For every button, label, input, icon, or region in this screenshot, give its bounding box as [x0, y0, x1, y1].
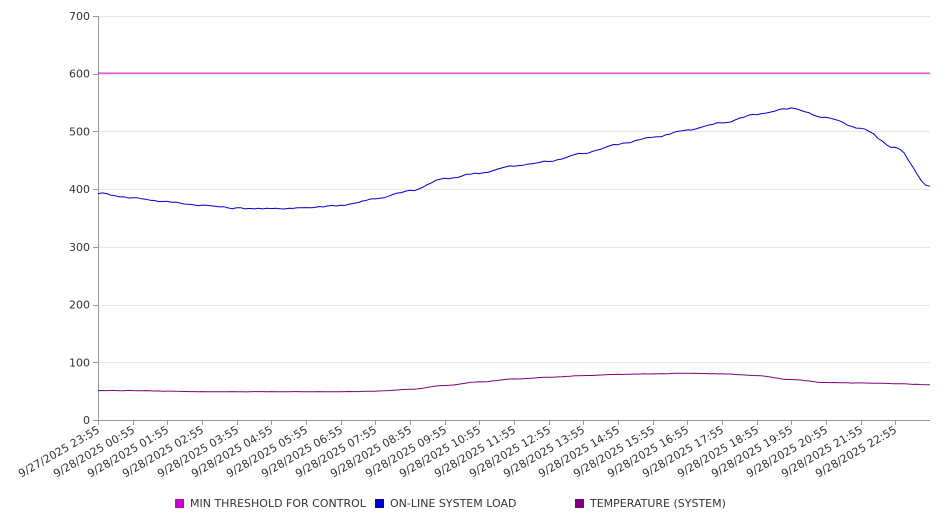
- legend-label-temperature: TEMPERATURE (SYSTEM): [590, 497, 726, 510]
- legend-item-online-system-load: ON-LINE SYSTEM LOAD: [375, 497, 516, 510]
- series-line-temperature-system: [97, 372, 930, 393]
- y-tick-label: 200: [69, 299, 90, 312]
- legend-swatch-min-threshold: [175, 499, 184, 508]
- y-tick-label: 700: [69, 10, 90, 23]
- legend-swatch-online-system-load: [375, 499, 384, 508]
- legend: MIN THRESHOLD FOR CONTROL ON-LINE SYSTEM…: [0, 497, 946, 515]
- y-tick-label: 500: [69, 125, 90, 138]
- line-chart: 0 100 200 300 400 500 600 700 9/27/2025 23:559/…: [16, 10, 931, 480]
- y-tick-label: 400: [69, 183, 90, 196]
- legend-label-online-system-load: ON-LINE SYSTEM LOAD: [390, 497, 517, 510]
- series-line-on-line-system-load: [97, 107, 931, 210]
- legend-item-min-threshold: MIN THRESHOLD FOR CONTROL: [175, 497, 366, 510]
- y-tick-label: 0: [83, 414, 90, 427]
- legend-label-min-threshold: MIN THRESHOLD FOR CONTROL: [190, 497, 366, 510]
- legend-item-temperature: TEMPERATURE (SYSTEM): [575, 497, 726, 510]
- y-axis-tick-labels: 0 100 200 300 400 500 600 700: [69, 10, 90, 427]
- y-tick-label: 600: [69, 68, 90, 81]
- legend-swatch-temperature: [575, 499, 584, 508]
- y-tick-label: 100: [69, 356, 90, 369]
- grid-lines: [98, 16, 930, 363]
- y-tick-label: 300: [69, 241, 90, 254]
- axes: [93, 16, 930, 425]
- series-lines: [97, 72, 931, 393]
- x-axis-tick-labels: 9/27/2025 23:559/28/2025 00:559/28/2025 …: [16, 423, 899, 480]
